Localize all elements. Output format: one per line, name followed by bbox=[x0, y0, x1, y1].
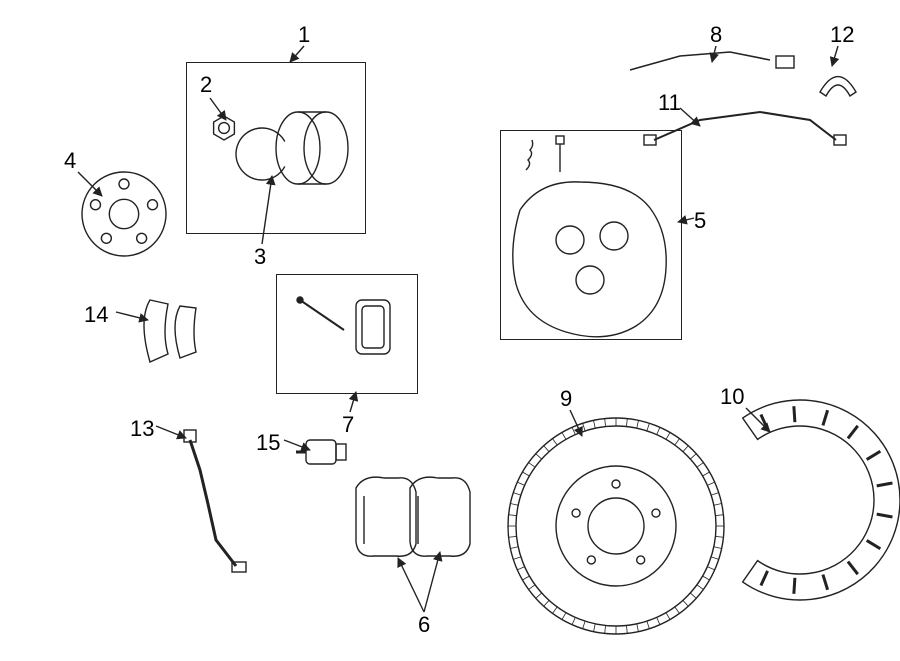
callout-10: 10 bbox=[720, 384, 744, 410]
callout-4: 4 bbox=[64, 148, 76, 174]
hardware-kit-box bbox=[276, 274, 418, 394]
callout-5: 5 bbox=[694, 208, 706, 234]
parts-diagram: 1 2 3 4 5 6 7 8 9 10 11 12 13 14 15 bbox=[0, 0, 900, 661]
callout-6: 6 bbox=[418, 612, 430, 638]
callout-7: 7 bbox=[342, 412, 354, 438]
callout-3: 3 bbox=[254, 244, 266, 270]
callout-15: 15 bbox=[256, 430, 280, 456]
bearing-kit-box bbox=[186, 62, 366, 234]
callout-9: 9 bbox=[560, 386, 572, 412]
caliper-box bbox=[500, 130, 682, 340]
callout-14: 14 bbox=[84, 302, 108, 328]
callout-11: 11 bbox=[658, 90, 681, 116]
diagram-svg bbox=[0, 0, 900, 661]
callout-13: 13 bbox=[130, 416, 154, 442]
callout-1: 1 bbox=[298, 22, 310, 48]
callout-8: 8 bbox=[710, 22, 722, 48]
callout-2: 2 bbox=[200, 72, 212, 98]
callout-12: 12 bbox=[830, 22, 854, 48]
